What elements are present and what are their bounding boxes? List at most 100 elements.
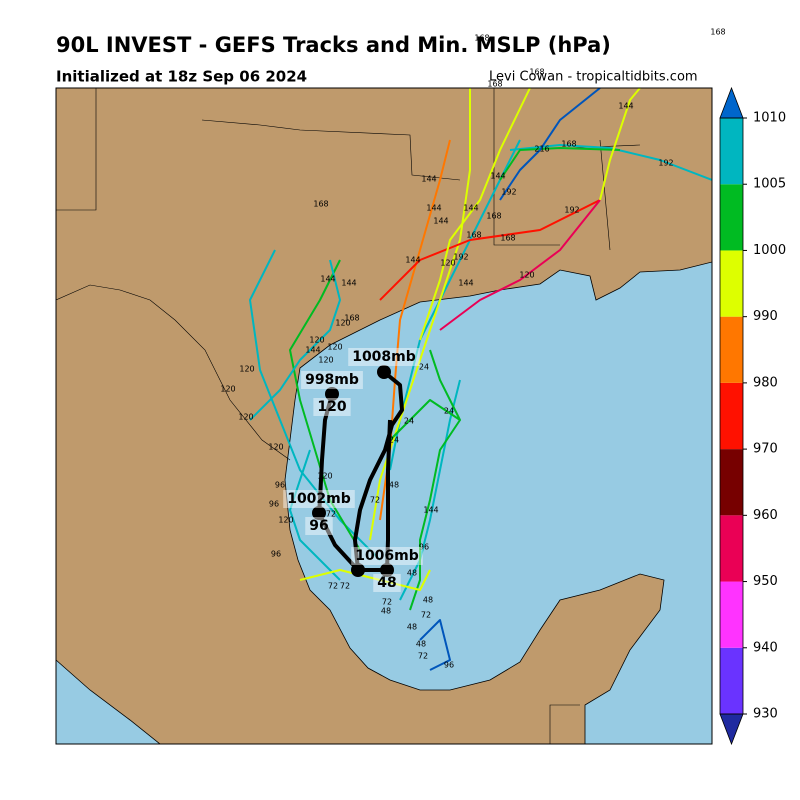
track-label: 168 — [486, 212, 501, 221]
track-label: 168 — [529, 68, 544, 77]
track-label: 24 — [444, 407, 454, 416]
mean-label: 48 — [377, 575, 396, 591]
mean-labels: 1008mb 998mb 120 1002mb 96 1006mb 48 — [283, 348, 423, 592]
colorbar-label: 1010 — [753, 111, 786, 126]
track-label: 144 — [618, 102, 633, 111]
track-label: 72 — [418, 652, 428, 661]
colorbar-segment — [720, 515, 743, 582]
mean-label: 120 — [317, 399, 346, 415]
track-label: 168 — [500, 234, 515, 243]
label-box — [301, 371, 363, 389]
track-label: 144 — [433, 217, 448, 226]
track-label: 96 — [275, 481, 285, 490]
track-label: 120 — [519, 271, 534, 280]
colorbar-segment — [720, 449, 743, 516]
mean-label: 1008mb — [352, 349, 416, 365]
track-label: 144 — [463, 204, 478, 213]
track-label: 168 — [561, 140, 576, 149]
track-label: 48 — [407, 623, 417, 632]
mean-label: 1002mb — [287, 491, 351, 507]
colorbar-label: 1000 — [753, 243, 786, 258]
axis-labels: 168 168 168 168 — [474, 28, 725, 89]
track-label: 120 — [278, 516, 293, 525]
track-label: 192 — [453, 253, 468, 262]
track-label: 120 — [327, 343, 342, 352]
colorbar-label: 930 — [753, 707, 778, 722]
track-label: 48 — [423, 596, 433, 605]
track-label: 144 — [426, 204, 441, 213]
label-box — [348, 348, 420, 366]
colorbar-label: 960 — [753, 508, 778, 523]
track-label: 120 — [220, 385, 235, 394]
colorbar: 930 940 950 960 970 980 990 1000 1005 1010 — [719, 86, 786, 746]
colorbar-segment — [720, 250, 743, 317]
track-label: 120 — [238, 413, 253, 422]
track-label: 72 — [382, 598, 392, 607]
track-label: 192 — [658, 159, 673, 168]
credit: Levi Cowan - tropicaltidbits.com — [489, 70, 698, 85]
track-label: 168 — [466, 231, 481, 240]
track-label: 168 — [710, 28, 725, 37]
track-label: 48 — [416, 640, 426, 649]
mean-tracks — [312, 365, 404, 577]
track-label: 168 — [344, 314, 359, 323]
track-label: 24 — [419, 363, 429, 372]
track-label: 144 — [305, 346, 320, 355]
colorbar-label: 1005 — [753, 177, 786, 192]
colorbar-label: 950 — [753, 574, 778, 589]
pacific — [56, 659, 161, 744]
track-label: 168 — [313, 200, 328, 209]
track-label: 24 — [389, 436, 399, 445]
colorbar-label: 990 — [753, 309, 778, 324]
mean-label: 998mb — [305, 372, 359, 388]
track-label: 144 — [320, 275, 335, 284]
colorbar-label: 980 — [753, 375, 778, 390]
track-label: 144 — [458, 279, 473, 288]
label-box — [283, 490, 355, 508]
track-label: 120 — [335, 319, 350, 328]
colorbar-segment — [720, 184, 743, 251]
label-box — [313, 398, 351, 416]
track-label: 72 — [421, 611, 431, 620]
track-label: 120 — [318, 356, 333, 365]
track-label: 120 — [317, 472, 332, 481]
track-label: 96 — [444, 661, 454, 670]
label-box — [351, 547, 423, 565]
track-label: 120 — [268, 443, 283, 452]
label-box — [373, 574, 401, 592]
track-label: 144 — [405, 256, 420, 265]
track-label: 96 — [271, 550, 281, 559]
colorbar-frame — [719, 117, 744, 715]
colorbar-under — [719, 713, 744, 746]
track-label: 120 — [239, 365, 254, 374]
colorbar-label: 940 — [753, 640, 778, 655]
colorbar-segment — [720, 581, 743, 648]
track-label: 48 — [407, 569, 417, 578]
track-label: 72 — [326, 510, 336, 519]
track-label: 144 — [423, 506, 438, 515]
track-label: 96 — [419, 543, 429, 552]
track-label: 48 — [381, 607, 391, 616]
track-label: 144 — [341, 279, 356, 288]
track-label: 96 — [269, 500, 279, 509]
colorbar-segment — [720, 316, 743, 383]
track-label: 144 — [490, 172, 505, 181]
gulf — [284, 261, 712, 744]
track-label: 144 — [421, 175, 436, 184]
track-label: 216 — [534, 145, 549, 154]
mean-label: 1006mb — [355, 548, 419, 564]
track-label: 168 — [487, 80, 502, 89]
colorbar-segment — [720, 647, 743, 714]
track-label: 168 — [474, 34, 489, 43]
track-label: 72 — [328, 582, 338, 591]
colorbar-segment — [720, 118, 743, 185]
colorbar-label: 970 — [753, 442, 778, 457]
mean-label: 96 — [309, 518, 328, 534]
subtitle: Initialized at 18z Sep 06 2024 — [56, 68, 307, 86]
borders — [56, 88, 641, 744]
track-label: 72 — [370, 496, 380, 505]
title: 90L INVEST - GEFS Tracks and Min. MSLP (… — [56, 33, 611, 57]
track-label: 120 — [309, 336, 324, 345]
